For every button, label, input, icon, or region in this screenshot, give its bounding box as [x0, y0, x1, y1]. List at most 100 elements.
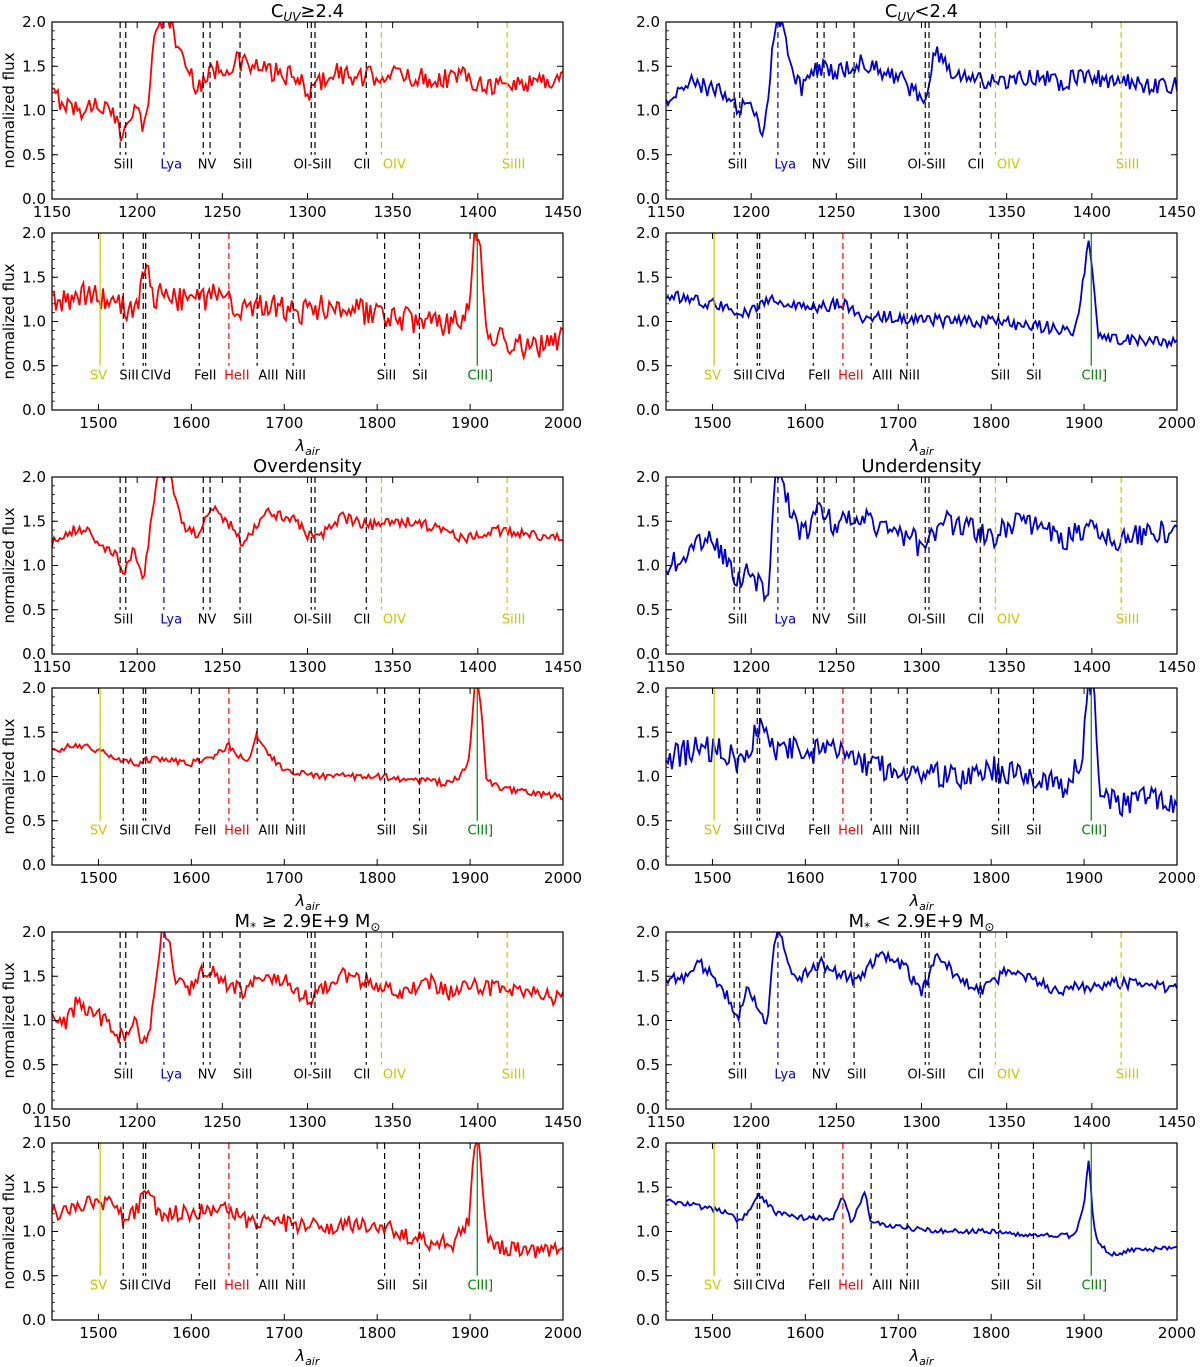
- x-tick-label: 1400: [1073, 658, 1111, 676]
- x-tick-label: 1600: [786, 1324, 824, 1342]
- line-label: SiII: [377, 369, 397, 384]
- x-tick-label: 1300: [902, 658, 940, 676]
- x-tick-label: 1900: [451, 414, 489, 432]
- line-label: SiII: [728, 613, 748, 628]
- x-tick-label: 1200: [732, 203, 770, 221]
- x-tick-label: 1450: [1158, 1113, 1196, 1131]
- y-tick-label: 0.5: [22, 1267, 46, 1285]
- y-tick-label: 0.5: [636, 1267, 660, 1285]
- line-label: NV: [812, 613, 831, 628]
- x-tick-label: 1200: [118, 1113, 156, 1131]
- y-tick-label: 2.0: [636, 13, 660, 31]
- spectrum-line: [52, 233, 563, 362]
- line-label: Lya: [160, 613, 182, 628]
- x-tick-label: 2000: [544, 869, 582, 887]
- line-label: SiI: [1026, 824, 1042, 839]
- x-tick-label: 1350: [374, 203, 412, 221]
- y-tick-label: 0.0: [22, 1100, 46, 1118]
- line-label: CIVd: [141, 824, 171, 839]
- y-tick-label: 1.0: [636, 1223, 660, 1241]
- spectrum-line: [666, 688, 1177, 818]
- y-tick-label: 2.0: [22, 679, 46, 697]
- line-label: OI-SiII: [293, 613, 331, 628]
- x-tick-label: 1400: [1073, 1113, 1111, 1131]
- x-axis-label: λair: [295, 891, 321, 913]
- line-label: SV: [704, 369, 721, 384]
- y-tick-label: 0.0: [22, 856, 46, 874]
- x-tick-label: 1200: [732, 658, 770, 676]
- x-tick-label: 1250: [817, 203, 855, 221]
- x-tick-label: 1200: [118, 658, 156, 676]
- spectrum-line: [666, 932, 1177, 1025]
- line-label: NiII: [285, 824, 306, 839]
- line-label: SiII: [377, 1279, 397, 1294]
- y-tick-label: 2.0: [22, 13, 46, 31]
- y-axis-label: normalized flux: [0, 263, 18, 379]
- x-tick-label: 1250: [203, 658, 241, 676]
- x-tick-label: 1250: [203, 203, 241, 221]
- line-label: SiI: [412, 1279, 428, 1294]
- line-label: OIV: [997, 158, 1020, 173]
- line-label: NiII: [899, 369, 920, 384]
- y-tick-label: 1.0: [636, 313, 660, 331]
- y-tick-label: 1.0: [636, 102, 660, 120]
- line-label: SiI: [1026, 369, 1042, 384]
- spectrum-panel-4: SV SiII CIVd FeII HeII AlII NiII SiII SiI CIII]0.…: [636, 224, 1196, 458]
- x-tick-label: 1600: [172, 414, 210, 432]
- spectrum-line: [666, 477, 1177, 604]
- line-label: SiII: [114, 158, 134, 173]
- y-tick-label: 0.5: [636, 1056, 660, 1074]
- line-label: SiIII: [1116, 158, 1139, 173]
- line-label: SiII: [119, 824, 139, 839]
- line-label: OIV: [383, 158, 406, 173]
- y-tick-label: 1.5: [636, 967, 660, 985]
- line-label: HeII: [838, 369, 863, 384]
- panel-title: M* ≥ 2.9E+9 M⊙: [235, 911, 381, 934]
- line-label: SiIII: [502, 158, 525, 173]
- line-label: CIVd: [755, 824, 785, 839]
- x-tick-label: 1800: [358, 414, 396, 432]
- x-tick-label: 1800: [972, 869, 1010, 887]
- panel-title: Overdensity: [253, 456, 362, 477]
- x-tick-label: 1800: [972, 1324, 1010, 1342]
- line-label: SiII: [728, 158, 748, 173]
- line-label: SV: [90, 369, 107, 384]
- y-tick-label: 1.0: [22, 1223, 46, 1241]
- line-label: SiII: [233, 613, 253, 628]
- line-label: Lya: [160, 1068, 182, 1083]
- line-label: SV: [704, 1279, 721, 1294]
- line-label: CIII]: [467, 1279, 493, 1294]
- line-label: SiI: [412, 369, 428, 384]
- line-label: HeII: [838, 824, 863, 839]
- line-label: HeII: [224, 824, 249, 839]
- line-label: SiII: [733, 824, 753, 839]
- line-label: AlII: [258, 824, 278, 839]
- line-label: FeII: [808, 824, 830, 839]
- y-tick-label: 1.5: [636, 57, 660, 75]
- line-label: NV: [198, 1068, 217, 1083]
- spectrum-line: [52, 22, 563, 142]
- x-tick-label: 1450: [1158, 203, 1196, 221]
- line-label: NiII: [285, 1279, 306, 1294]
- x-tick-label: 1900: [1065, 414, 1103, 432]
- line-label: AlII: [872, 824, 892, 839]
- x-tick-label: 1800: [358, 869, 396, 887]
- x-tick-label: 1300: [288, 203, 326, 221]
- x-tick-label: 2000: [544, 414, 582, 432]
- x-tick-label: 1500: [79, 869, 117, 887]
- line-label: Lya: [774, 158, 796, 173]
- line-label: CII: [968, 613, 985, 628]
- line-label: AlII: [872, 369, 892, 384]
- line-label: SiII: [728, 1068, 748, 1083]
- line-label: FeII: [808, 369, 830, 384]
- y-tick-label: 1.0: [636, 768, 660, 786]
- spectrum-line: [52, 688, 563, 800]
- spectrum-line: [52, 1143, 563, 1259]
- line-label: OIV: [383, 1068, 406, 1083]
- line-label: SiI: [1026, 1279, 1042, 1294]
- spectrum-panel-8: SV SiII CIVd FeII HeII AlII NiII SiII SiI CIII]0.…: [636, 679, 1196, 913]
- x-tick-label: 1450: [1158, 658, 1196, 676]
- spectrum-panel-2: SiII Lya NV SiII OI-SiII CII OIV SiIII 0.0 0.5 1.0…: [636, 1, 1196, 221]
- x-tick-label: 1400: [1073, 203, 1111, 221]
- y-tick-label: 0.5: [22, 1056, 46, 1074]
